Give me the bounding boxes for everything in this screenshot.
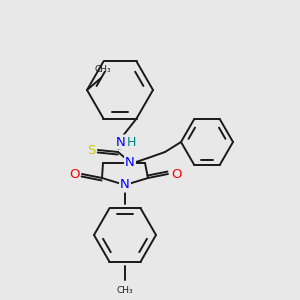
Text: CH₃: CH₃ (117, 286, 133, 295)
Text: H: H (126, 136, 136, 148)
Text: O: O (171, 167, 181, 181)
Text: CH₃: CH₃ (95, 65, 111, 74)
Text: N: N (120, 178, 130, 191)
Text: S: S (87, 143, 95, 157)
Text: O: O (69, 167, 79, 181)
Text: N: N (125, 155, 135, 169)
Text: N: N (116, 136, 126, 148)
